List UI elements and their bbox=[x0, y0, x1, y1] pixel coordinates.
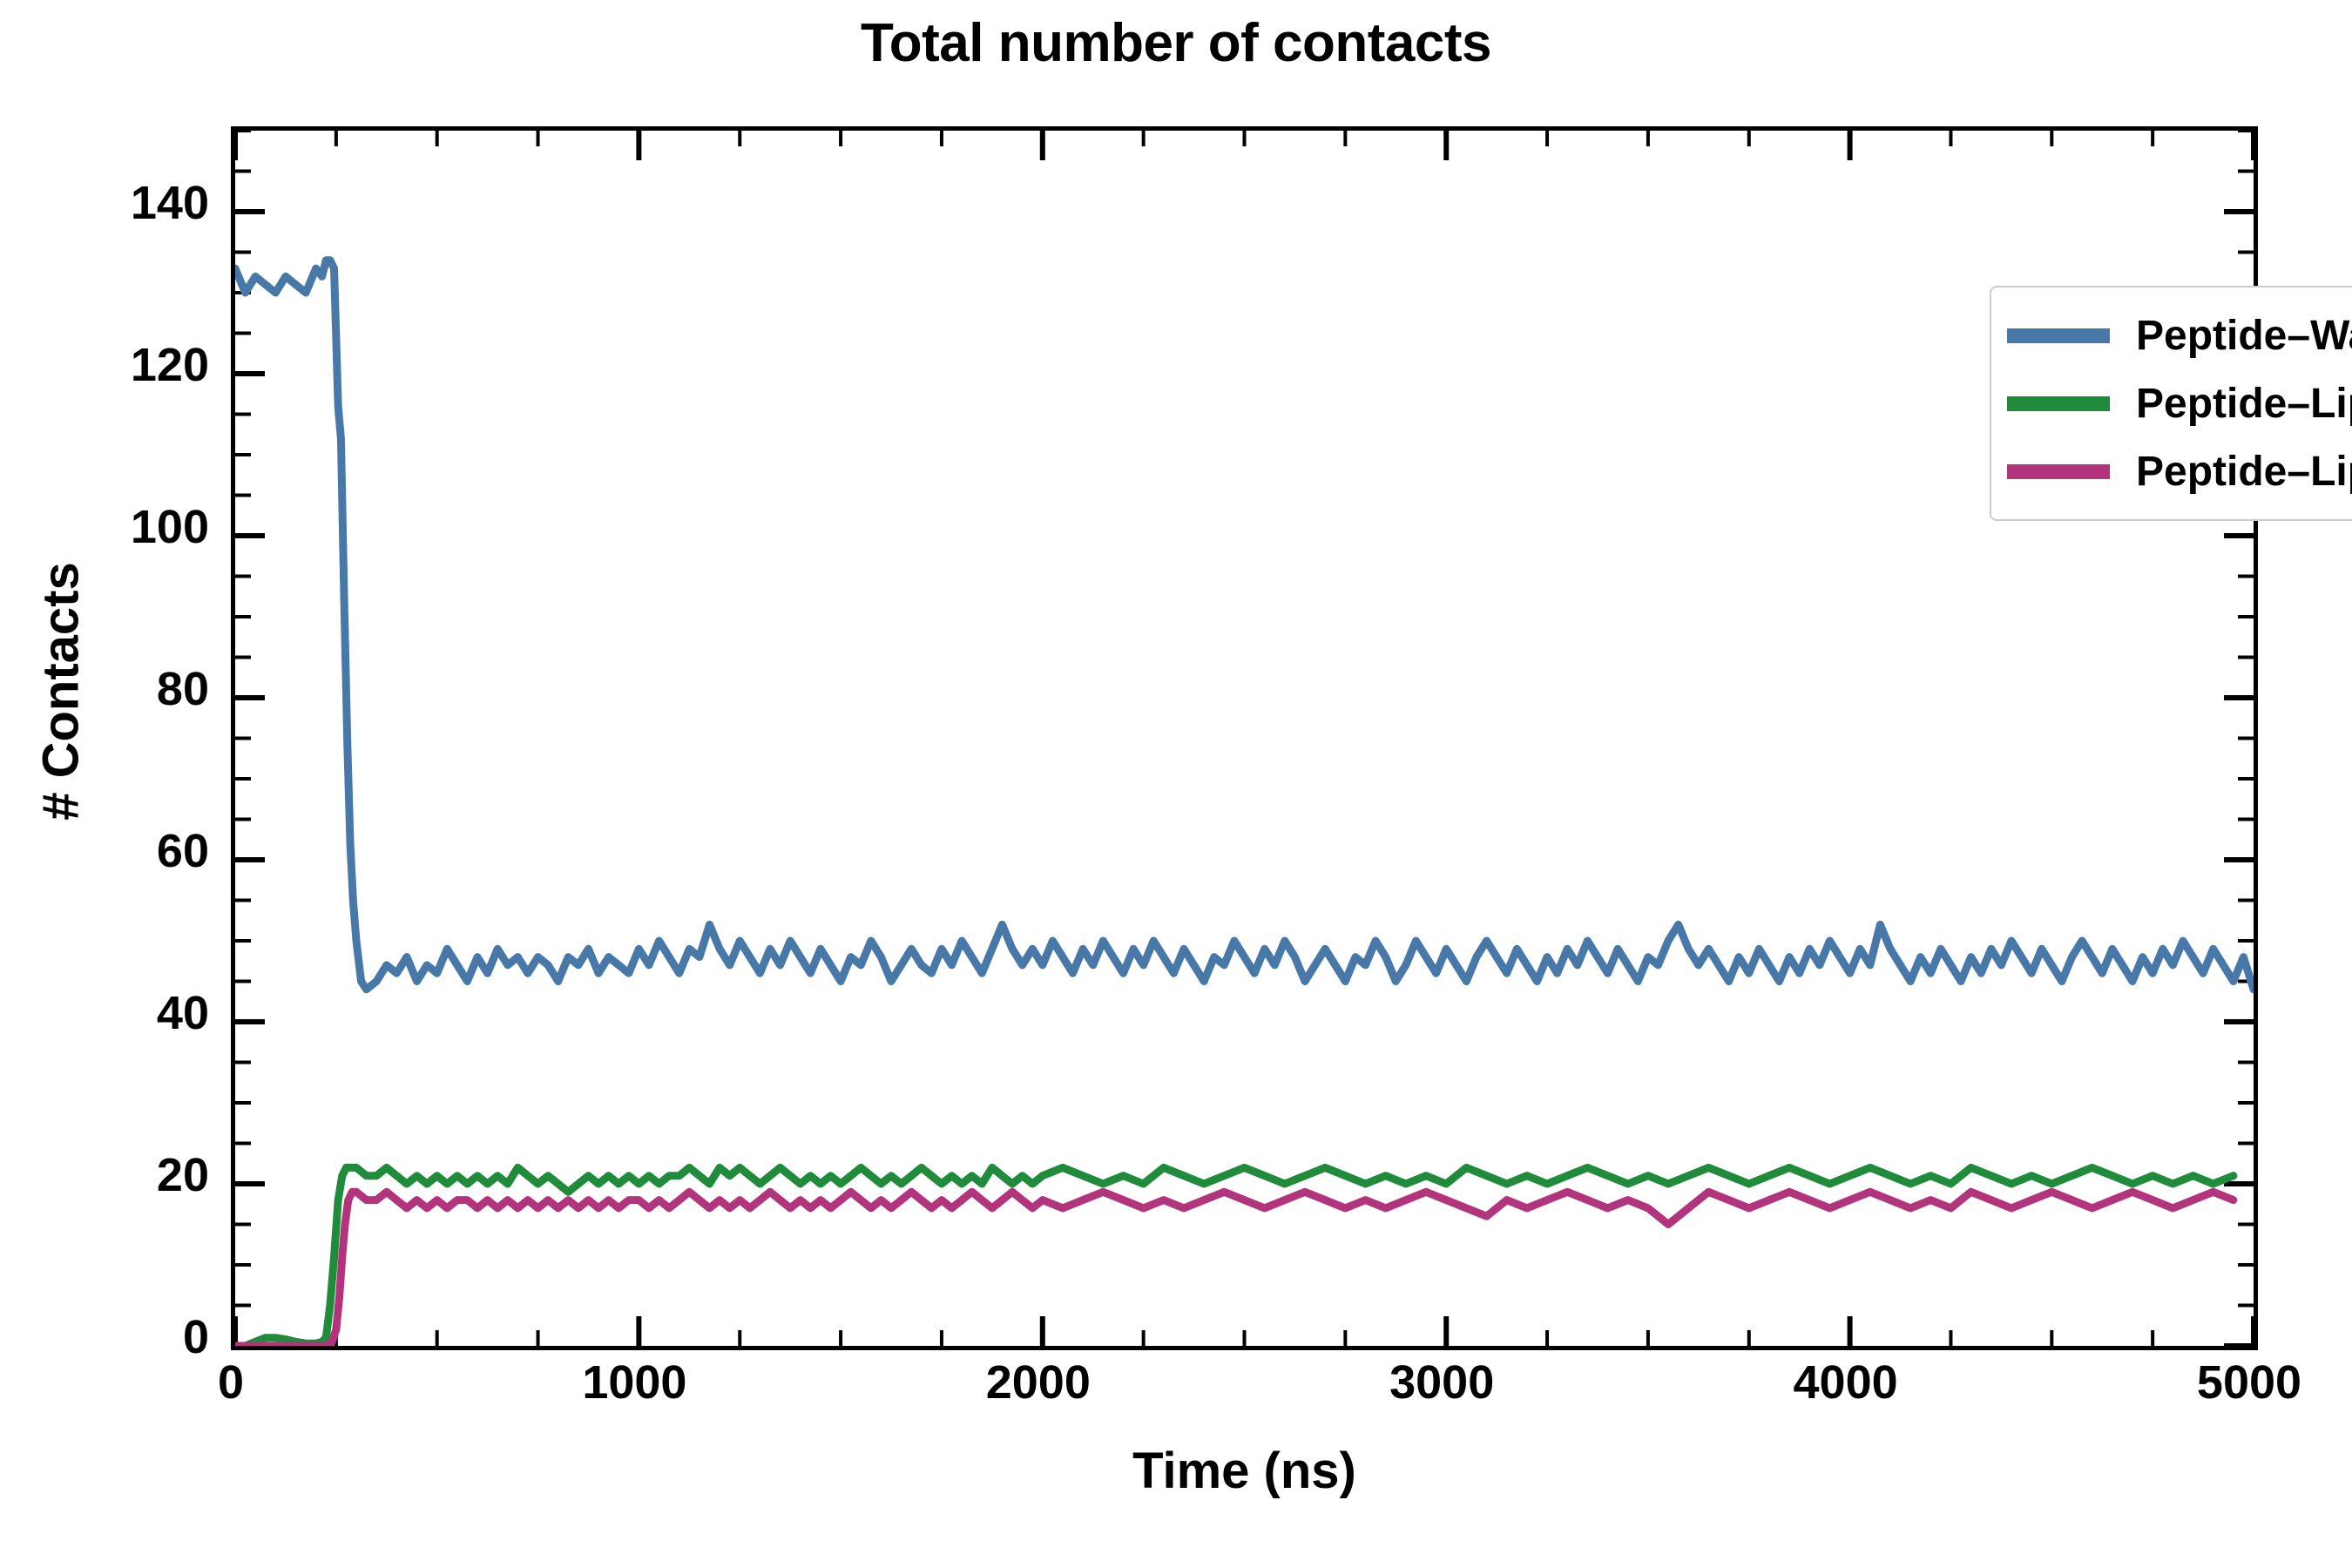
data-series-group bbox=[235, 256, 2254, 1346]
legend-label-peptide-lipid-hgs: Peptide–Lipid HGs bbox=[2136, 380, 2352, 427]
series-line-0 bbox=[235, 256, 2254, 994]
x-tick-label: 4000 bbox=[1793, 1356, 1898, 1409]
series-line-1 bbox=[235, 1163, 2238, 1346]
x-axis-title: Time (ns) bbox=[1132, 1443, 1356, 1499]
legend-swatch-peptide-lipid-tails bbox=[2007, 463, 2110, 479]
y-tick-label: 100 bbox=[130, 501, 209, 553]
legend-label-peptide-lipid-tails: Peptide–Lipid tails bbox=[2136, 448, 2352, 495]
x-tick-label: 5000 bbox=[2196, 1356, 2302, 1409]
chart-legend: Peptide–Water Peptide–Lipid HGs Peptide–… bbox=[1990, 286, 2352, 521]
plot-area: Peptide–Water Peptide–Lipid HGs Peptide–… bbox=[231, 126, 2352, 1350]
legend-label-peptide-water: Peptide–Water bbox=[2136, 312, 2352, 359]
plot-canvas bbox=[235, 131, 2254, 1346]
legend-item-peptide-water[interactable]: Peptide–Water bbox=[2007, 301, 2352, 369]
minor-tick-marks bbox=[235, 131, 2254, 1346]
legend-swatch-peptide-lipid-hgs bbox=[2007, 395, 2110, 411]
legend-swatch-peptide-water bbox=[2007, 328, 2110, 343]
x-tick-label: 0 bbox=[217, 1356, 245, 1409]
x-tick-label: 2000 bbox=[985, 1356, 1091, 1409]
x-tick-label: 3000 bbox=[1389, 1356, 1495, 1409]
y-tick-label: 0 bbox=[182, 1311, 209, 1363]
y-axis-title: # Contacts bbox=[32, 562, 90, 821]
y-tick-label: 80 bbox=[156, 663, 209, 715]
y-tick-label: 120 bbox=[130, 339, 209, 391]
y-tick-label: 140 bbox=[130, 177, 209, 229]
major-tick-marks bbox=[235, 131, 2254, 1346]
legend-item-peptide-lipid-tails[interactable]: Peptide–Lipid tails bbox=[2007, 437, 2352, 505]
y-tick-label: 40 bbox=[156, 987, 209, 1039]
series-line-2 bbox=[235, 1187, 2238, 1346]
y-tick-label: 60 bbox=[156, 825, 209, 877]
x-tick-label: 1000 bbox=[582, 1356, 687, 1409]
y-tick-label: 20 bbox=[156, 1149, 209, 1201]
chart-title: Total number of contacts bbox=[860, 13, 1492, 73]
legend-item-peptide-lipid-hgs[interactable]: Peptide–Lipid HGs bbox=[2007, 369, 2352, 437]
